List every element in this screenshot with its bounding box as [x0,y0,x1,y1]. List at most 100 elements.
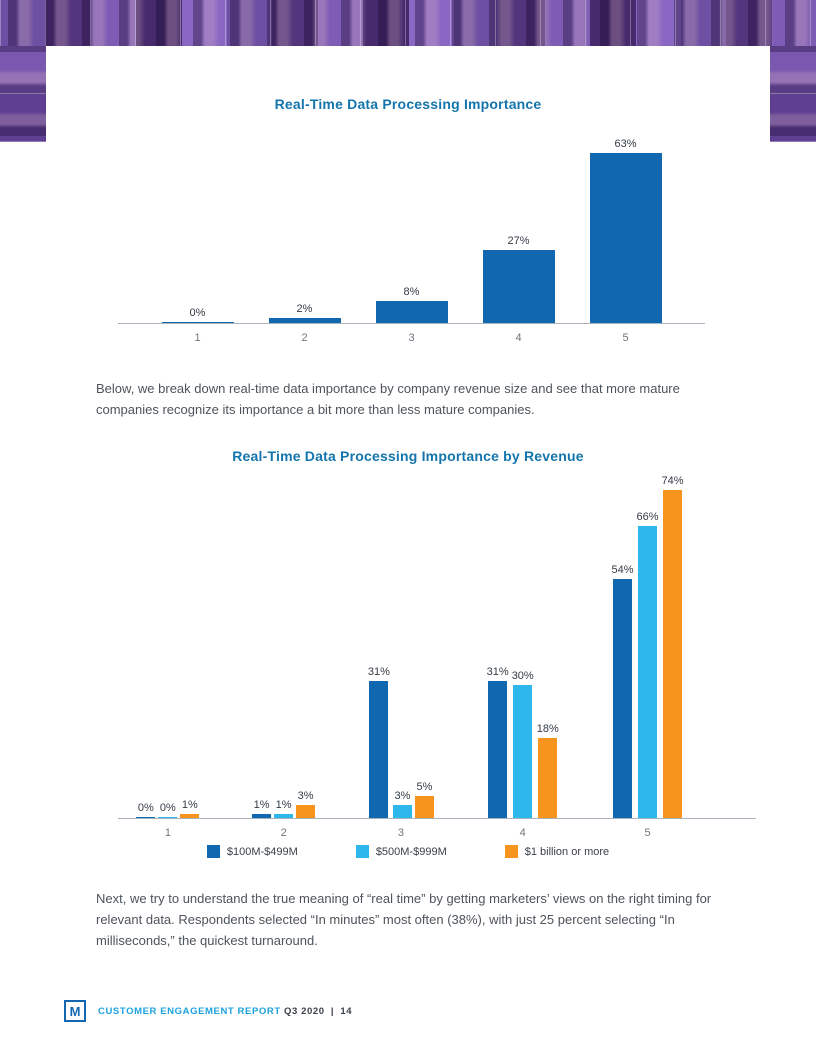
bar-column: 8% [375,286,448,323]
bar-column: 18% [537,723,559,818]
bars-group: 54% 66% 74% [612,475,684,818]
bar [613,578,633,818]
bar-column: 2% [268,302,341,323]
chart-category-group: 0% 1 [161,306,234,349]
bar-value-label: 0% [159,801,176,814]
bar [663,490,683,818]
category-label: 1 [194,332,201,344]
bar [136,816,156,818]
category-label: 2 [280,827,287,839]
bar [161,321,234,323]
bar-value-label: 54% [611,563,634,576]
bar-column: 1% [252,798,272,818]
legend-item: $100M-$499M [206,845,298,858]
bar [268,317,341,323]
bar-value-label: 3% [394,789,411,802]
photo-collage-banner-top [0,0,816,46]
bar [369,680,389,818]
chart-category-group: 1% 1% 3% 2 [252,789,316,843]
bar-column: 0% [161,306,234,323]
bar-value-label: 0% [137,801,154,814]
bars-group: 0% [161,306,234,323]
chart-category-group: 8% 3 [375,286,448,348]
bar-value-label: 31% [486,665,509,678]
bar-value-label: 31% [367,665,390,678]
bar-value-label: 5% [416,780,433,793]
bar [274,813,294,818]
bars-group: 31% 30% 18% [487,666,559,818]
bar-column: 30% [512,670,534,818]
bars-group: 31% 3% 5% [368,666,434,818]
bar-value-label: 3% [297,789,314,802]
bar-column: 0% [158,801,178,818]
bar-value-label: 63% [614,137,637,150]
chart-category-group: 31% 3% 5% 3 [368,666,434,843]
bar [158,816,178,818]
bar-value-label: 30% [511,670,534,683]
footer-separator: | [330,1005,335,1017]
bar-value-label: 66% [636,510,659,523]
chart2-title: Real-Time Data Processing Importance by … [232,448,584,464]
category-label: 5 [644,827,651,839]
photo-collage-banner-left [0,46,46,142]
footer-report-label: CUSTOMER ENGAGEMENT REPORT [98,1005,281,1017]
bar-value-label: 0% [189,306,206,319]
brand-logo-m: M [64,1000,86,1022]
bar-value-label: 18% [536,723,559,736]
bar [513,685,533,818]
bar-column: 74% [662,475,684,818]
legend-item: $1 billion or more [504,845,609,858]
category-label: 3 [408,332,415,344]
page-footer: M CUSTOMER ENGAGEMENT REPORT Q3 2020 | 1… [64,1000,352,1022]
category-label: 4 [519,827,526,839]
chart-importance-by-revenue: 0% 0% 1% 1 1% 1% 3% 2 31% 3% 5% 3 31% 30% 18% 4 54% 66% 74… [110,473,710,843]
bar-column: 1% [274,798,294,818]
bar [638,525,658,818]
legend-swatch [206,845,220,858]
bar [296,804,316,818]
bar-column: 63% [589,137,662,323]
bar-value-label: 27% [507,235,530,248]
category-label: 5 [622,332,629,344]
footer-page-number: 14 [340,1005,353,1017]
bar [482,250,555,323]
bar [414,795,434,818]
bar-column: 3% [296,789,316,818]
legend-swatch [504,845,518,858]
chart-category-group: 27% 4 [482,235,555,348]
legend-swatch [355,845,369,858]
bars-group: 63% [589,137,662,323]
bar-value-label: 2% [296,302,313,315]
category-label: 3 [397,827,404,839]
bars-group: 0% 0% 1% [136,798,200,818]
body-paragraph-2: Next, we try to understand the true mean… [96,891,712,949]
bars-group: 27% [482,235,555,323]
bar-column: 1% [180,798,200,818]
body-paragraph-1: Below, we break down real-time data impo… [96,381,680,418]
bar [252,813,272,818]
bar-column: 54% [612,564,634,818]
category-label: 1 [164,827,171,839]
photo-collage-banner-right [770,46,816,142]
bar-column: 31% [487,666,509,818]
bar-value-label: 1% [275,798,292,811]
bar-value-label: 1% [181,798,198,811]
chart-real-time-importance: 0% 1 2% 2 8% 3 27% 4 63% 5 [144,136,679,348]
chart-category-group: 31% 30% 18% 4 [487,666,559,843]
chart1-title: Real-Time Data Processing Importance [274,96,542,112]
chart1-x-axis-line [118,323,705,324]
legend-label: $100M-$499M [226,845,298,858]
bar-column: 31% [368,666,390,818]
bar [488,680,508,818]
footer-text: CUSTOMER ENGAGEMENT REPORT Q3 2020 | 14 [98,1006,352,1017]
category-label: 2 [301,332,308,344]
legend-label: $500M-$999M [375,845,447,858]
bar [589,152,662,323]
bars-group: 8% [375,286,448,323]
bar-column: 5% [414,780,434,818]
bar [180,813,200,818]
bar-value-label: 1% [253,798,270,811]
bar-column: 66% [637,511,659,818]
bars-group: 1% 1% 3% [252,789,316,818]
chart-category-group: 0% 0% 1% 1 [136,798,200,843]
